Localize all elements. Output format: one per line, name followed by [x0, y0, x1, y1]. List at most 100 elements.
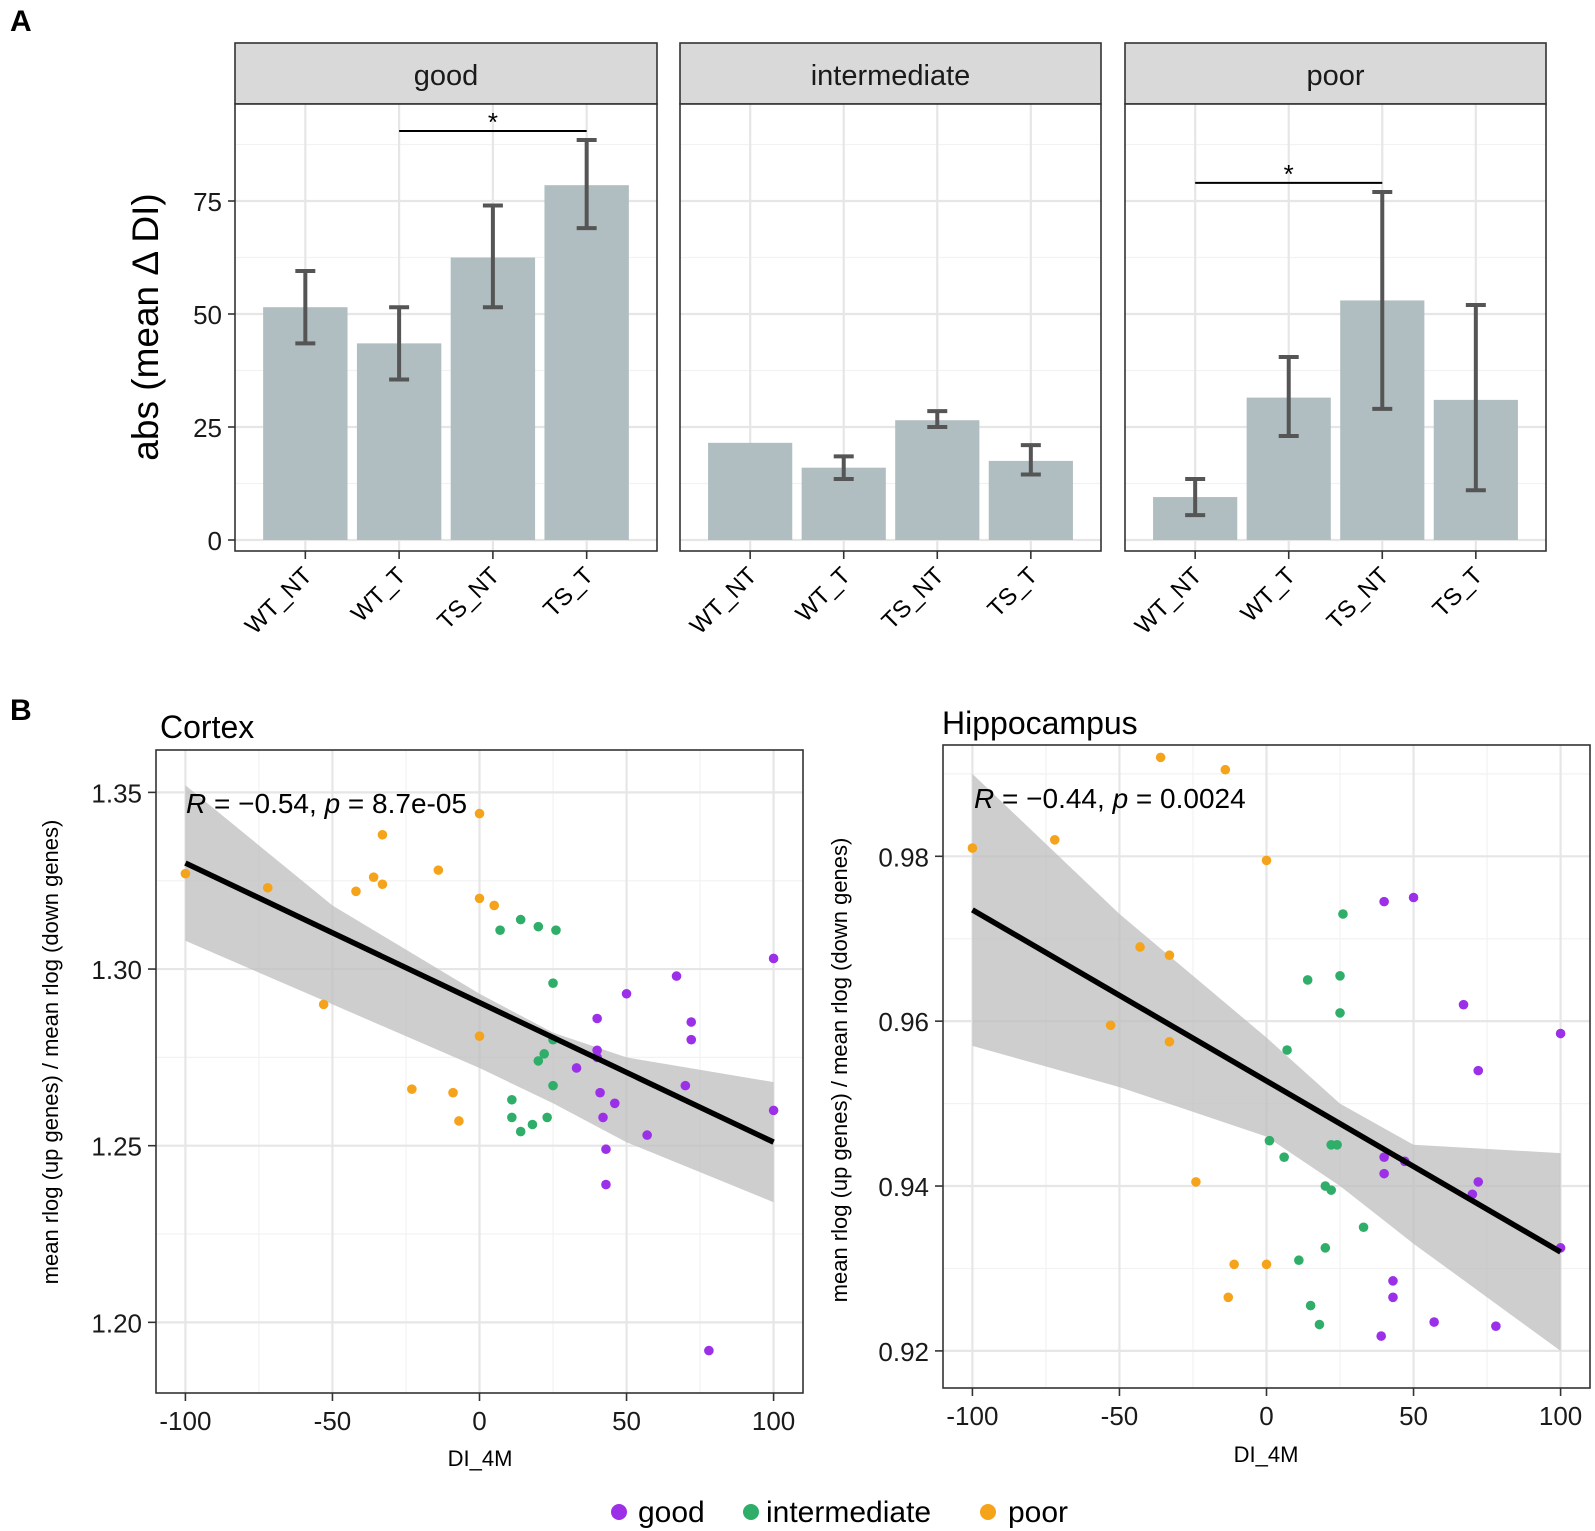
significance-star-poor: * — [1284, 159, 1294, 189]
panel-label-a: A — [10, 5, 32, 38]
hippocampus-point-poor — [1220, 764, 1231, 775]
legend-label-good: good — [638, 1496, 705, 1529]
cortex-point-good — [680, 1080, 691, 1091]
cortex-point-poor — [368, 872, 379, 882]
cortex-p-symbol: p — [324, 788, 341, 819]
hippocampus-point-intermediate — [1314, 1319, 1325, 1330]
facet-poor: poor * WT_NT WT_T TS_NT TS_T — [1124, 42, 1547, 640]
facet-good-x-tick-label-TS_NT: TS_NT — [432, 562, 505, 635]
cortex-point-poor — [407, 1084, 417, 1094]
errorbar-good-TS_T — [576, 137, 597, 231]
hippocampus-point-good — [1388, 1276, 1398, 1286]
cortex-point-good — [768, 1105, 779, 1116]
bar-good-WT_NT — [263, 307, 348, 540]
facet-poor-x-tick-label-TS_T: TS_T — [1427, 562, 1488, 623]
cortex-point-intermediate — [533, 921, 544, 932]
facet-strip-label-poor: poor — [1306, 60, 1364, 92]
hippocampus-regression-line — [971, 907, 1562, 1255]
hippocampus-point-good — [1379, 896, 1389, 907]
facet-poor-x-tick-label-WT_NT: WT_NT — [1130, 562, 1208, 640]
errorbar-intermediate-WT_T — [833, 454, 854, 481]
cortex-point-intermediate — [548, 1080, 558, 1091]
legend-label-poor: poor — [1008, 1496, 1068, 1529]
panel-label-b: B — [10, 694, 32, 727]
cortex-point-good — [601, 1144, 611, 1155]
legend-marker-poor — [980, 1504, 996, 1520]
hippocampus-point-good — [1458, 999, 1469, 1010]
hippocampus-point-intermediate — [1358, 1222, 1369, 1233]
errorbar-good-WT_NT — [295, 269, 316, 346]
hippocampus-point-poor — [1105, 1020, 1116, 1031]
hippocampus-r-symbol: R — [974, 783, 994, 814]
cortex-y-label: mean rlog (up genes) / mean rlog (down g… — [38, 820, 63, 1285]
errorbar-good-TS_NT — [482, 203, 503, 310]
cortex-r-value: = −0.54, — [206, 788, 324, 819]
hippocampus-point-intermediate — [1279, 1152, 1289, 1162]
cortex-point-poor — [448, 1087, 458, 1098]
cortex-plot-area: -100 -50 0 50 100 1.20 1.25 1.30 1.35 — [91, 749, 804, 1436]
hippocampus-x-tick-label-3: 50 — [1399, 1401, 1428, 1431]
facet-strip-intermediate — [679, 42, 1102, 105]
cortex-point-good — [595, 1087, 605, 1098]
hippocampus-point-intermediate — [1320, 1243, 1331, 1253]
facet-intermediate-x-tick-label-WT_NT: WT_NT — [685, 562, 763, 640]
cortex-y-tick-label-2: 1.30 — [91, 955, 142, 985]
bar-good-TS_T — [544, 185, 629, 540]
hippocampus-point-good — [1376, 1331, 1386, 1341]
cortex-r-symbol: R — [186, 788, 206, 819]
hippocampus-point-poor — [1261, 1259, 1272, 1270]
hippocampus-r-value: = −0.44, — [994, 783, 1112, 814]
facet-border-good — [234, 103, 658, 552]
facet-poor-x-tick-label-TS_NT: TS_NT — [1322, 562, 1395, 635]
cortex-points-poor — [180, 808, 500, 1126]
cortex-point-good — [768, 953, 779, 964]
cortex-point-intermediate — [515, 1126, 526, 1137]
cortex-point-poor — [489, 900, 500, 911]
hippocampus-point-good — [1388, 1292, 1398, 1303]
cortex-point-poor — [180, 868, 191, 879]
hippocampus-point-intermediate — [1335, 1008, 1345, 1018]
facet-strip-poor — [1124, 42, 1547, 105]
facet-good-x-tick-label-WT_T: WT_T — [346, 562, 412, 628]
bar-intermediate-WT_NT — [708, 442, 793, 540]
hippocampus-point-good — [1379, 1152, 1389, 1162]
legend: good intermediate poor — [611, 1496, 1068, 1529]
cortex-point-poor — [454, 1116, 464, 1126]
hippocampus-x-tick-label-0: -100 — [946, 1401, 998, 1431]
facet-intermediate-x-tick-label-WT_T: WT_T — [791, 562, 857, 628]
cortex-point-poor — [474, 1031, 485, 1041]
cortex-y-tick-label-1: 1.25 — [91, 1132, 142, 1162]
cortex-point-intermediate — [533, 1056, 544, 1066]
cortex-point-good — [704, 1345, 714, 1356]
hippocampus-point-good — [1473, 1177, 1484, 1187]
hippocampus-confidence-ribbon — [972, 773, 1561, 1351]
hippocampus-point-poor — [1164, 1036, 1175, 1047]
hippocampus-x-tick-label-2: 0 — [1259, 1401, 1273, 1431]
cortex-point-good — [609, 1098, 620, 1109]
cortex-point-good — [601, 1179, 611, 1190]
cortex-point-good — [642, 1130, 652, 1140]
facet-good-x-tick-label-TS_T: TS_T — [538, 562, 599, 623]
hippocampus-point-intermediate — [1302, 975, 1313, 985]
cortex-scatter-panel: Cortex mean rlog (up genes) / mean rlog … — [38, 709, 804, 1471]
cortex-point-intermediate — [539, 1049, 549, 1059]
cortex-point-intermediate — [515, 914, 526, 925]
hippocampus-point-good — [1429, 1317, 1439, 1327]
hippocampus-point-poor — [1191, 1177, 1201, 1187]
cortex-points-good — [571, 953, 779, 1356]
hippocampus-points-intermediate — [1264, 909, 1369, 1330]
facet-poor-x-tick-label-WT_T: WT_T — [1236, 562, 1302, 628]
hippocampus-x-label: DI_4M — [1234, 1442, 1299, 1467]
errorbar-good-WT_T — [389, 305, 410, 382]
hippocampus-point-intermediate — [1305, 1300, 1316, 1311]
hippocampus-point-poor — [1135, 942, 1145, 952]
hippocampus-point-intermediate — [1326, 1185, 1336, 1195]
cortex-point-intermediate — [507, 1094, 517, 1105]
hippocampus-y-tick-label-2: 0.96 — [878, 1007, 929, 1037]
bar-y-tick-label-3: 75 — [193, 187, 222, 217]
cortex-point-good — [621, 988, 632, 999]
cortex-confidence-ribbon — [185, 785, 774, 1203]
hippocampus-y-tick-label-1: 0.94 — [878, 1172, 929, 1202]
errorbar-poor-TS_NT — [1372, 189, 1393, 411]
cortex-point-good — [671, 971, 682, 981]
